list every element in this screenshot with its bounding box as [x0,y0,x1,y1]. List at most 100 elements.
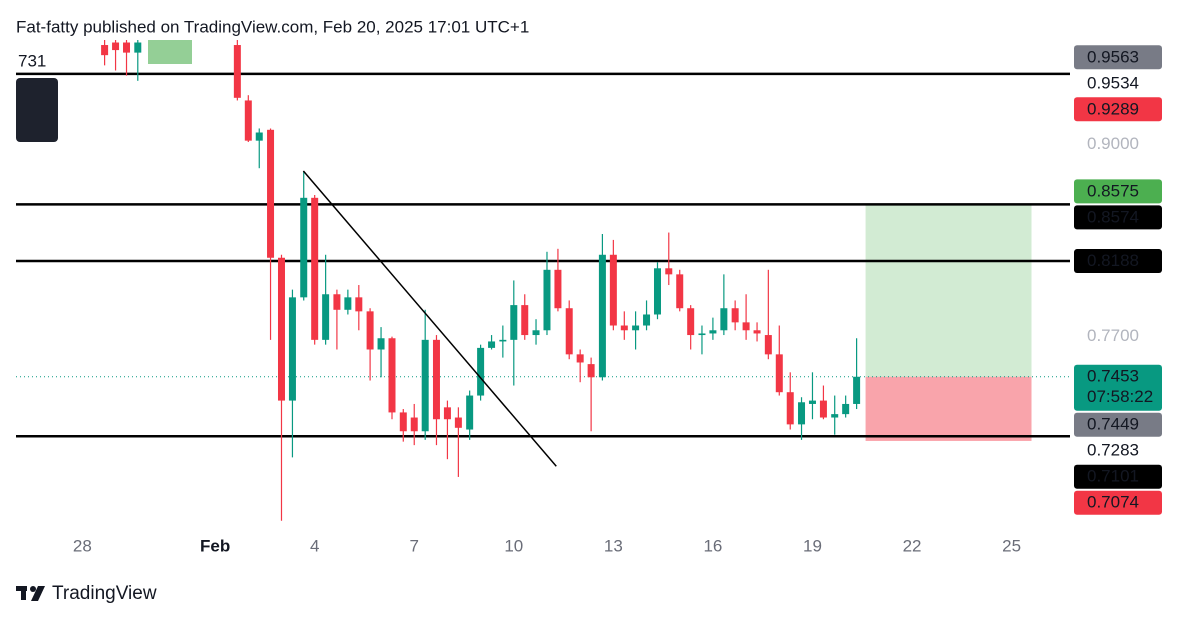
candle-body [288,297,296,401]
price-tag: 0.8575 [1087,181,1139,200]
candle-body [233,45,241,98]
candle-body [775,354,783,393]
position-stop-zone [865,376,1032,441]
price-tag: 0.9289 [1087,99,1139,118]
price-tag: 0.7283 [1087,441,1139,460]
price-tag-bg [1074,364,1162,411]
candle-body [598,254,606,378]
price-tag-bg [1074,490,1162,515]
position-tool-fragment [148,40,192,64]
candle-body [488,341,496,348]
price-tag-bg [1074,412,1162,437]
candle-body [576,354,584,363]
chart-title: Fat-fatty published on TradingView.com, … [16,17,529,36]
candle-body [344,297,352,310]
candle-body [842,403,850,415]
price-tag: 0.7449 [1087,415,1139,434]
x-tick-label: 28 [73,536,92,555]
candle-body [543,269,551,331]
price-tag: 0.7074 [1087,493,1139,512]
candle-body [377,338,385,350]
candle-body [587,364,595,378]
price-tag-bg [1074,179,1162,204]
price-tag-bg [1074,464,1162,489]
x-tick-label: 25 [1002,536,1021,555]
candle-body [554,269,562,309]
price-tag: 0.9534 [1087,73,1139,92]
price-tag-bg [1074,97,1162,122]
candle-body [399,412,407,432]
candle-body [432,339,440,420]
candle-body [720,308,728,331]
candle-body [134,42,142,53]
candle-body [808,400,816,404]
price-tag-bg [1074,205,1162,230]
candle-body [101,45,109,56]
price-axis: 0.9000 0.7700 0.9563 0.9534 0.9289 0.8575 0.85… [1074,45,1162,515]
candle-body [510,305,518,340]
candle-body [819,400,827,418]
countdown: 07:58:22 [1087,387,1153,406]
position-target-zone [865,204,1032,377]
price-tag-bg [1074,249,1162,274]
candle-body [123,42,131,53]
x-tick-label: Feb [200,536,230,555]
candle-body [112,42,120,51]
candle-body [764,335,772,355]
candle-body [443,407,451,420]
candle-body [355,297,363,312]
candle-body [609,254,617,326]
candle-body [421,339,429,432]
candle-body [521,305,529,336]
x-tick-label: 7 [410,536,419,555]
price-tag: 0.8574 [1087,207,1139,226]
candle-body [665,268,673,275]
candle-body [322,294,330,340]
candle-body [676,274,684,309]
candle-body [731,308,739,323]
price-tag: 0.7453 [1087,367,1139,386]
candle-body [565,308,573,355]
x-tick-label: 22 [903,536,922,555]
x-tick-label: 4 [310,536,319,555]
candle-body [687,308,695,336]
candle-body [466,395,474,430]
candle-body [853,376,861,404]
candle-body [277,257,285,401]
candle-body [620,325,628,331]
plot-area [16,40,1070,521]
candle-body [653,268,661,315]
brand: TradingView [52,583,157,604]
candle-body [366,311,374,350]
price-tag: 0.7101 [1087,467,1139,486]
edge-panel [16,78,58,142]
price-tag-bg [1074,45,1162,70]
y-tick-label: 0.7700 [1087,326,1139,345]
x-tick-label: 10 [504,536,523,555]
candle-body [798,402,806,425]
x-tick-label: 19 [803,536,822,555]
candle-body [244,100,252,141]
price-tag: 0.8188 [1087,251,1139,270]
candle-body [388,338,396,413]
candle-body [532,330,540,336]
price-tag: 0.9563 [1087,47,1139,66]
candle-body [454,417,462,428]
candle-body [831,414,839,418]
brand-logo [16,586,45,601]
candle-body [499,339,507,342]
candle-body [698,333,706,336]
candle-body [255,132,263,141]
candle-body [632,325,640,331]
candle-body [267,129,275,258]
candle-body [477,347,485,396]
x-tick-label: 16 [703,536,722,555]
y-tick-label: 0.9000 [1087,134,1139,153]
candle-body [311,197,319,340]
candle-body [643,314,651,326]
candle-body [300,197,308,298]
candle-body [742,322,750,331]
candle-body [333,294,341,310]
trend-line [302,170,557,467]
